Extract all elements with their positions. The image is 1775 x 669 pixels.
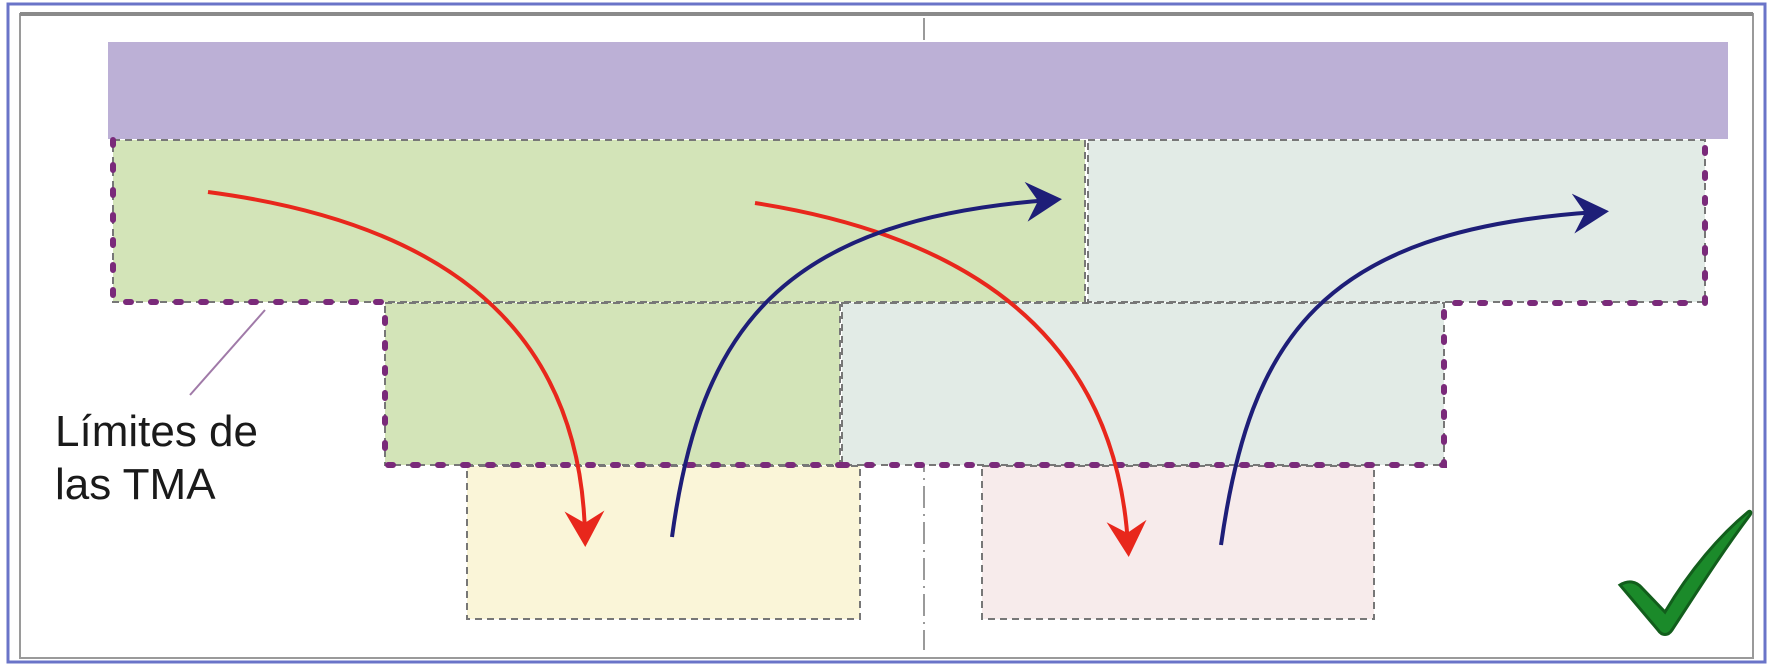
top-airspace-band [108, 42, 1728, 139]
lower-left-aerodrome [466, 465, 861, 620]
blue-climb-arrow-right [1219, 193, 1609, 546]
label-leader-line [189, 309, 266, 396]
upper-right-sector [1087, 139, 1706, 303]
blue-climb-arrow-left [670, 181, 1062, 538]
tma-limits-label-line1: Límites de [55, 407, 258, 456]
tma-boundary-left [110, 137, 848, 468]
red-descent-arrow-left [207, 190, 605, 547]
tma-boundary-right [839, 137, 1708, 468]
upper-left-sector [112, 139, 1086, 303]
checkmark-icon [1617, 509, 1753, 636]
lower-right-aerodrome [981, 465, 1375, 620]
red-descent-arrow-right [754, 201, 1147, 557]
middle-left-sector [384, 302, 841, 466]
middle-right-sector [841, 302, 1445, 466]
tma-limits-label-line2: las TMA [55, 460, 216, 509]
outer-frame [6, 2, 1767, 664]
